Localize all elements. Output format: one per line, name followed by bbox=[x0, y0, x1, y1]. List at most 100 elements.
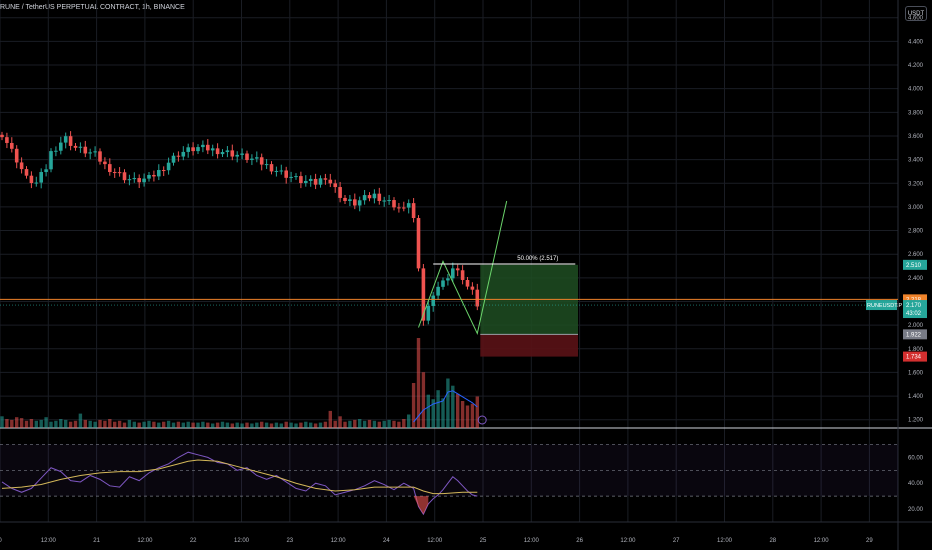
candle-body bbox=[59, 142, 63, 151]
candle-body bbox=[186, 147, 190, 152]
candle-body bbox=[353, 199, 357, 206]
candle-body bbox=[117, 172, 122, 174]
candle bbox=[279, 164, 284, 175]
candle bbox=[83, 140, 88, 158]
countdown-text: 43:02 bbox=[906, 311, 922, 317]
chart-title: RUNE / TetherUS PERPETUAL CONTRACT, 1h, … bbox=[0, 4, 185, 11]
price-tick-label: 3.600 bbox=[908, 134, 924, 140]
candle-body bbox=[348, 199, 352, 201]
volume-bar bbox=[225, 422, 230, 428]
candle bbox=[93, 146, 97, 157]
candle bbox=[191, 142, 195, 156]
candle bbox=[328, 173, 333, 188]
volume-bar bbox=[421, 372, 426, 428]
volume-bar bbox=[235, 422, 239, 428]
volume-bar bbox=[446, 378, 450, 428]
time-tick-label: 12:00 bbox=[234, 538, 250, 544]
volume-bar bbox=[166, 420, 171, 428]
candle-body bbox=[372, 193, 377, 199]
volume-bar bbox=[64, 419, 68, 428]
rsi-oversold-fill bbox=[413, 496, 429, 515]
candle bbox=[475, 283, 480, 311]
price-tick-label: 4.400 bbox=[908, 39, 924, 45]
price-label-box bbox=[903, 329, 927, 340]
volume-bar bbox=[382, 420, 386, 428]
volume-bar bbox=[343, 421, 347, 428]
volume-bar bbox=[328, 410, 332, 428]
volume-bar bbox=[250, 423, 254, 428]
candle bbox=[455, 264, 460, 277]
price-label-box bbox=[903, 294, 927, 305]
volume-bar bbox=[157, 422, 161, 428]
volume-bar bbox=[196, 422, 200, 428]
candle-body bbox=[338, 187, 342, 198]
candle bbox=[206, 139, 210, 155]
candle-body bbox=[475, 289, 480, 307]
volume-bar bbox=[122, 422, 127, 428]
candle bbox=[68, 131, 73, 151]
candle-body bbox=[210, 148, 215, 151]
candle bbox=[186, 143, 190, 158]
candle-body bbox=[68, 136, 73, 146]
candle-body bbox=[171, 155, 176, 163]
candle-body bbox=[54, 150, 58, 152]
candle-body bbox=[328, 179, 333, 184]
time-tick-label: 23 bbox=[286, 538, 293, 544]
candle bbox=[161, 166, 166, 177]
volume-bar bbox=[260, 421, 264, 428]
candle-body bbox=[250, 158, 254, 160]
candle-body bbox=[206, 144, 210, 151]
candle bbox=[98, 148, 102, 165]
volume-bar bbox=[245, 422, 249, 428]
rsi-ma-line bbox=[1, 459, 478, 495]
volume-bar bbox=[387, 419, 391, 428]
fib-annotation: 50.00% (2.517) bbox=[517, 256, 558, 262]
candle bbox=[255, 151, 259, 163]
volume-bar bbox=[78, 413, 83, 428]
volume-bar bbox=[294, 423, 298, 428]
candle bbox=[431, 291, 435, 312]
candle-body bbox=[406, 203, 411, 208]
candle-body bbox=[63, 136, 68, 143]
candle bbox=[117, 167, 122, 177]
candle bbox=[313, 173, 318, 190]
candle bbox=[122, 169, 127, 184]
candle bbox=[338, 181, 342, 203]
candle-body bbox=[14, 148, 19, 163]
volume-bar bbox=[117, 420, 122, 428]
volume-bar bbox=[191, 422, 195, 428]
candle-body bbox=[421, 268, 426, 321]
candle-body bbox=[39, 172, 43, 183]
candle bbox=[171, 152, 176, 166]
volume-bar bbox=[411, 383, 416, 428]
time-tick-label: 24 bbox=[383, 538, 390, 544]
candle bbox=[59, 136, 63, 155]
candle-body bbox=[323, 178, 328, 180]
candle-body bbox=[255, 157, 259, 159]
time-tick-label: 12:00 bbox=[427, 538, 443, 544]
price-tick-label: 2.000 bbox=[908, 323, 924, 329]
volume-bar bbox=[132, 421, 136, 428]
candle-body bbox=[235, 154, 239, 157]
candle-body bbox=[259, 157, 264, 165]
volume-bar bbox=[367, 419, 372, 428]
candle bbox=[235, 151, 239, 163]
currency-button[interactable]: USDT bbox=[905, 6, 927, 21]
volume-bar bbox=[152, 421, 156, 428]
candle-body bbox=[416, 218, 421, 269]
candle bbox=[112, 168, 117, 178]
volume-bar bbox=[162, 421, 166, 428]
volume-bar bbox=[113, 421, 117, 428]
volume-bar bbox=[137, 422, 141, 428]
time-tick-label: 0 bbox=[0, 538, 2, 544]
candle bbox=[333, 179, 337, 193]
candle-body bbox=[24, 169, 29, 176]
volume-bar bbox=[220, 421, 225, 428]
candle bbox=[147, 172, 151, 182]
candle bbox=[264, 159, 269, 169]
candle bbox=[362, 189, 367, 205]
candle bbox=[348, 194, 352, 207]
volume-bar bbox=[362, 420, 367, 428]
time-tick-label: 12:00 bbox=[41, 538, 57, 544]
